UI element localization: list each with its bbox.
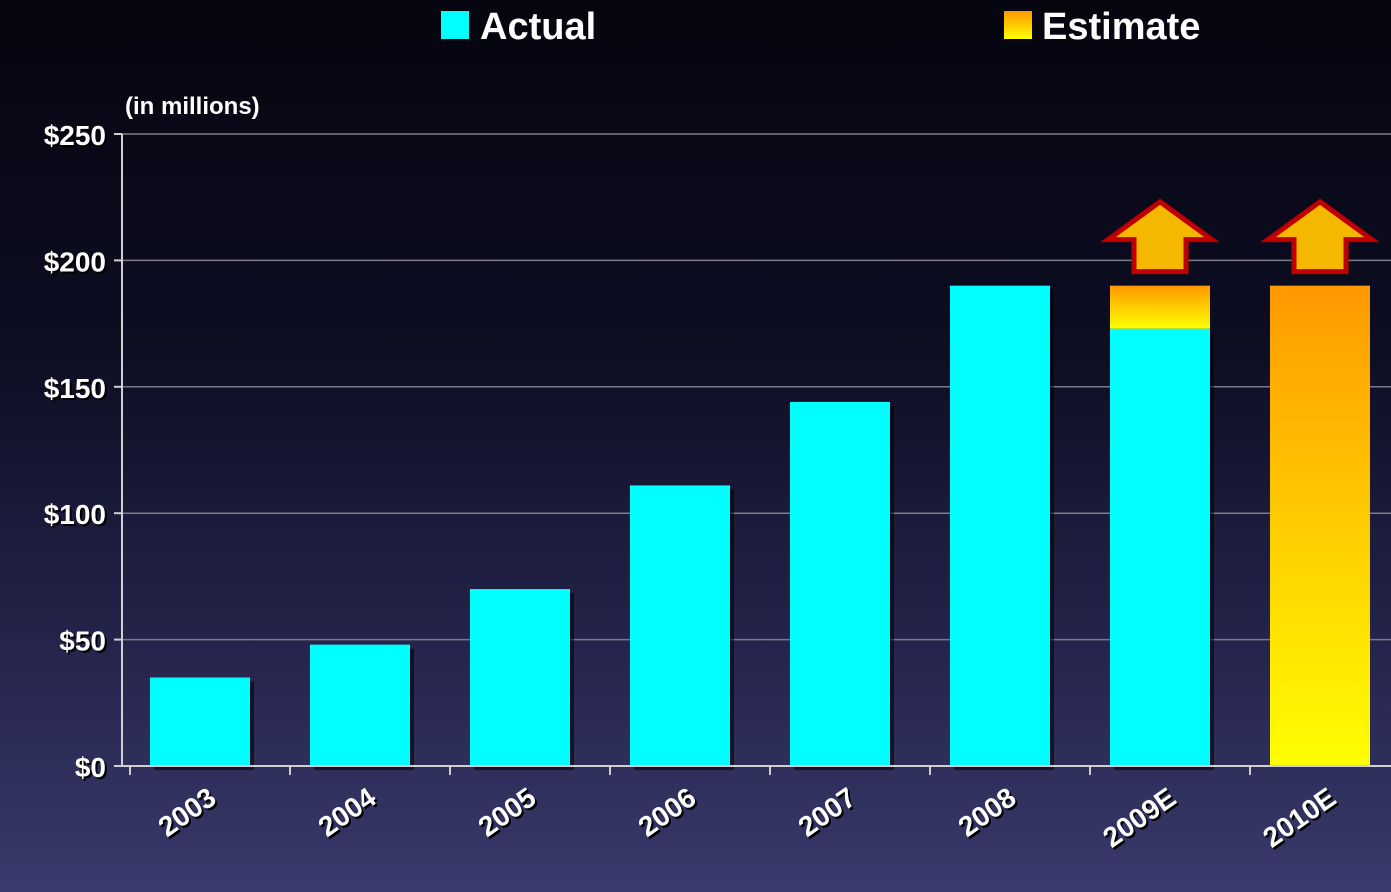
y-tick-label-shadow: $200: [46, 248, 108, 279]
bar-actual-2005: [470, 589, 570, 766]
legend-label-estimate: Estimate: [1042, 6, 1200, 48]
bars: [150, 285, 1370, 770]
y-tick-label: $150: [44, 373, 106, 404]
y-tick-label-shadow: $50: [61, 628, 108, 659]
y-tick-label: $200: [44, 246, 106, 277]
y-tick-label-shadow: $150: [46, 375, 108, 406]
up-arrows: [1100, 198, 1380, 275]
up-arrow-icon: [1260, 198, 1380, 275]
up-arrow-icon: [1100, 198, 1220, 275]
legend: Actual Estimate: [441, 6, 1200, 48]
bar-actual-2003: [150, 677, 250, 766]
bar-actual-2008: [950, 285, 1050, 766]
bar-actual-2009E: [1110, 328, 1210, 766]
legend-swatch-estimate: [1004, 11, 1032, 39]
y-tick-label: $50: [59, 626, 106, 657]
bar-estimate-2010E: [1270, 285, 1370, 766]
y-tick-label: $250: [44, 120, 106, 151]
y-tick-label-shadow: $250: [46, 122, 108, 153]
unit-note: (in millions): [125, 93, 260, 120]
legend-swatch-actual: [441, 11, 469, 39]
bar-actual-2007: [790, 401, 890, 766]
y-tick-label: $0: [75, 752, 106, 783]
y-axis: $0$0$50$50$100$100$150$150$200$200$250$2…: [44, 120, 123, 785]
bar-actual-2004: [310, 644, 410, 766]
y-tick-label-shadow: $100: [46, 501, 108, 532]
legend-label-actual: Actual: [480, 6, 596, 48]
y-tick-label: $100: [44, 499, 106, 530]
bar-actual-2006: [630, 485, 730, 766]
y-tick-label-shadow: $0: [77, 754, 108, 785]
bar-estimate-2009E: [1110, 285, 1210, 329]
